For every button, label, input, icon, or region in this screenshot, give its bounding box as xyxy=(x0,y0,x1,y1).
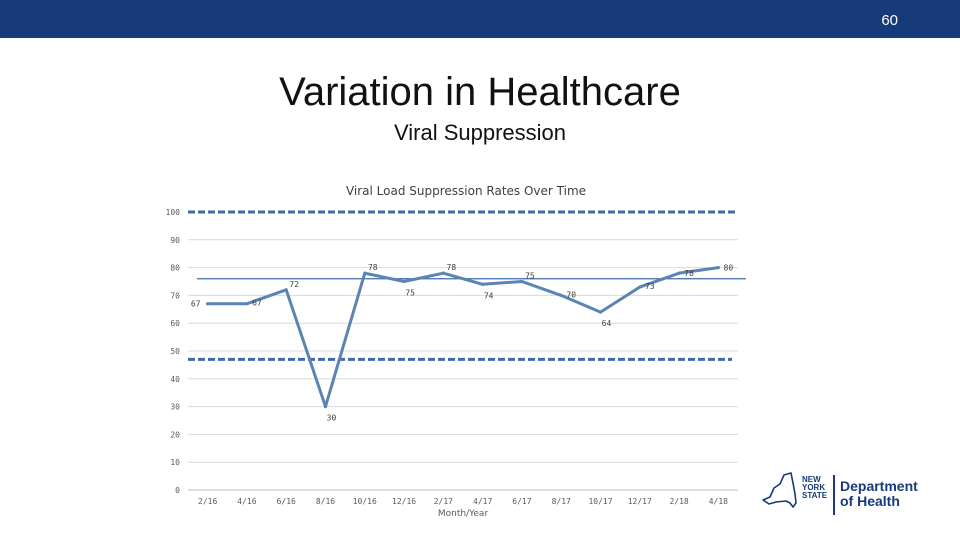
x-tick-label: 10/17 xyxy=(588,497,612,506)
data-point xyxy=(481,282,485,286)
data-label: 70 xyxy=(566,290,576,299)
y-tick-label: 70 xyxy=(170,291,180,300)
y-tick-label: 60 xyxy=(170,319,180,328)
nys-doh-logo: NEW YORK STATE Department of Health xyxy=(760,470,940,520)
x-tick-label: 12/16 xyxy=(392,497,416,506)
x-tick-label: 4/17 xyxy=(473,497,492,506)
logo-dept-line-1: Department xyxy=(840,478,918,494)
y-tick-label: 0 xyxy=(175,486,180,495)
slide-number: 60 xyxy=(881,12,898,29)
data-label: 73 xyxy=(645,282,655,291)
x-tick-label: 4/18 xyxy=(709,497,728,506)
slide-subtitle: Viral Suppression xyxy=(393,120,567,145)
data-point xyxy=(284,288,288,292)
series-line xyxy=(206,266,720,409)
data-label: 74 xyxy=(484,291,494,300)
x-tick-label: 2/16 xyxy=(198,497,217,506)
data-label: 30 xyxy=(327,414,337,423)
logo-state-line-1: NEW xyxy=(802,475,821,484)
x-tick-label: 6/17 xyxy=(512,497,531,506)
data-point xyxy=(638,285,642,289)
y-tick-label: 20 xyxy=(170,430,180,439)
x-tick-label: 4/16 xyxy=(237,497,256,506)
logo-state-line-3: STATE xyxy=(802,491,828,500)
slide-title: Variation in Healthcare xyxy=(279,70,681,114)
data-point xyxy=(559,293,563,297)
y-tick-label: 80 xyxy=(170,264,180,273)
y-tick-label: 40 xyxy=(170,375,180,384)
data-point xyxy=(716,266,720,270)
y-tick-label: 50 xyxy=(170,347,180,356)
data-point xyxy=(402,279,406,284)
logo-dept-line-2: of Health xyxy=(840,493,900,509)
top-bar: 60 xyxy=(0,0,960,38)
x-axis-title: Month/Year xyxy=(438,509,489,519)
y-tick-label: 30 xyxy=(170,403,180,412)
data-point xyxy=(206,302,210,306)
data-label: 78 xyxy=(684,269,694,278)
x-tick-label: 2/17 xyxy=(434,497,453,506)
data-label: 78 xyxy=(368,263,378,272)
data-label: 67 xyxy=(191,300,201,309)
y-tick-label: 10 xyxy=(170,458,180,467)
chart-title: Viral Load Suppression Rates Over Time xyxy=(346,184,586,198)
new-york-state-map-icon xyxy=(762,472,797,508)
data-point xyxy=(441,271,445,275)
x-tick-label: 8/17 xyxy=(552,497,571,506)
logo-state-name: NEW YORK STATE xyxy=(802,476,827,500)
y-tick-label: 90 xyxy=(170,236,180,245)
y-tick-label: 100 xyxy=(166,208,181,217)
x-tick-label: 6/16 xyxy=(277,497,296,506)
data-point xyxy=(598,310,603,314)
x-tick-label: 10/16 xyxy=(353,497,377,506)
data-label: 78 xyxy=(447,263,457,272)
data-label: 72 xyxy=(289,280,299,289)
data-label: 67 xyxy=(252,299,262,308)
x-tick-label: 2/18 xyxy=(669,497,688,506)
logo-divider xyxy=(833,475,835,515)
x-tick-label: 12/17 xyxy=(628,497,652,506)
data-label: 75 xyxy=(525,272,535,281)
data-label: 80 xyxy=(724,264,734,273)
logo-department: Department of Health xyxy=(840,479,918,509)
data-label: 75 xyxy=(405,289,415,298)
data-point xyxy=(520,279,524,284)
logo-state-line-2: YORK xyxy=(802,483,826,492)
data-point xyxy=(677,271,681,275)
data-point xyxy=(363,271,367,275)
data-label: 64 xyxy=(602,319,612,328)
data-point xyxy=(245,302,249,306)
x-tick-label: 8/16 xyxy=(316,497,335,506)
data-point xyxy=(323,405,328,409)
